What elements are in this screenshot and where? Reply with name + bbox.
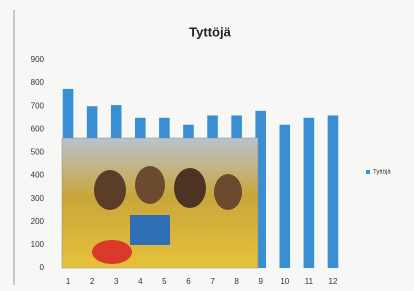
x-tick-label: 10 xyxy=(280,277,289,286)
x-tick-label: 1 xyxy=(66,277,71,286)
legend-swatch xyxy=(366,170,370,174)
chart: Tyttöjä 01002003004005006007008009001234… xyxy=(0,0,414,291)
x-tick-label: 12 xyxy=(329,277,338,286)
x-tick-label: 6 xyxy=(186,277,191,286)
y-tick-label: 100 xyxy=(31,240,45,249)
bar xyxy=(279,125,290,268)
bar xyxy=(304,118,315,268)
y-tick-label: 600 xyxy=(31,124,45,133)
chart-title: Tyttöjä xyxy=(189,24,231,39)
x-tick-label: 11 xyxy=(305,277,314,286)
x-tick-label: 8 xyxy=(234,277,239,286)
x-tick-label: 2 xyxy=(90,277,95,286)
legend-label: Tyttöjä xyxy=(373,170,391,176)
x-tick-label: 9 xyxy=(258,277,263,286)
y-tick-label: 800 xyxy=(31,78,45,87)
x-tick-label: 4 xyxy=(138,277,143,286)
y-tick-label: 200 xyxy=(31,217,45,226)
x-tick-label: 7 xyxy=(210,277,215,286)
bar xyxy=(328,115,339,268)
page: {"chart_data": {"type": "bar", "title": … xyxy=(0,0,414,291)
y-tick-label: 900 xyxy=(31,55,45,64)
photo xyxy=(62,138,258,268)
y-tick-label: 400 xyxy=(31,171,45,180)
y-tick-label: 500 xyxy=(31,148,45,157)
y-tick-label: 0 xyxy=(40,263,45,272)
x-tick-label: 3 xyxy=(114,277,119,286)
x-tick-label: 5 xyxy=(162,277,167,286)
y-tick-label: 700 xyxy=(31,101,45,110)
y-tick-label: 300 xyxy=(31,194,45,203)
